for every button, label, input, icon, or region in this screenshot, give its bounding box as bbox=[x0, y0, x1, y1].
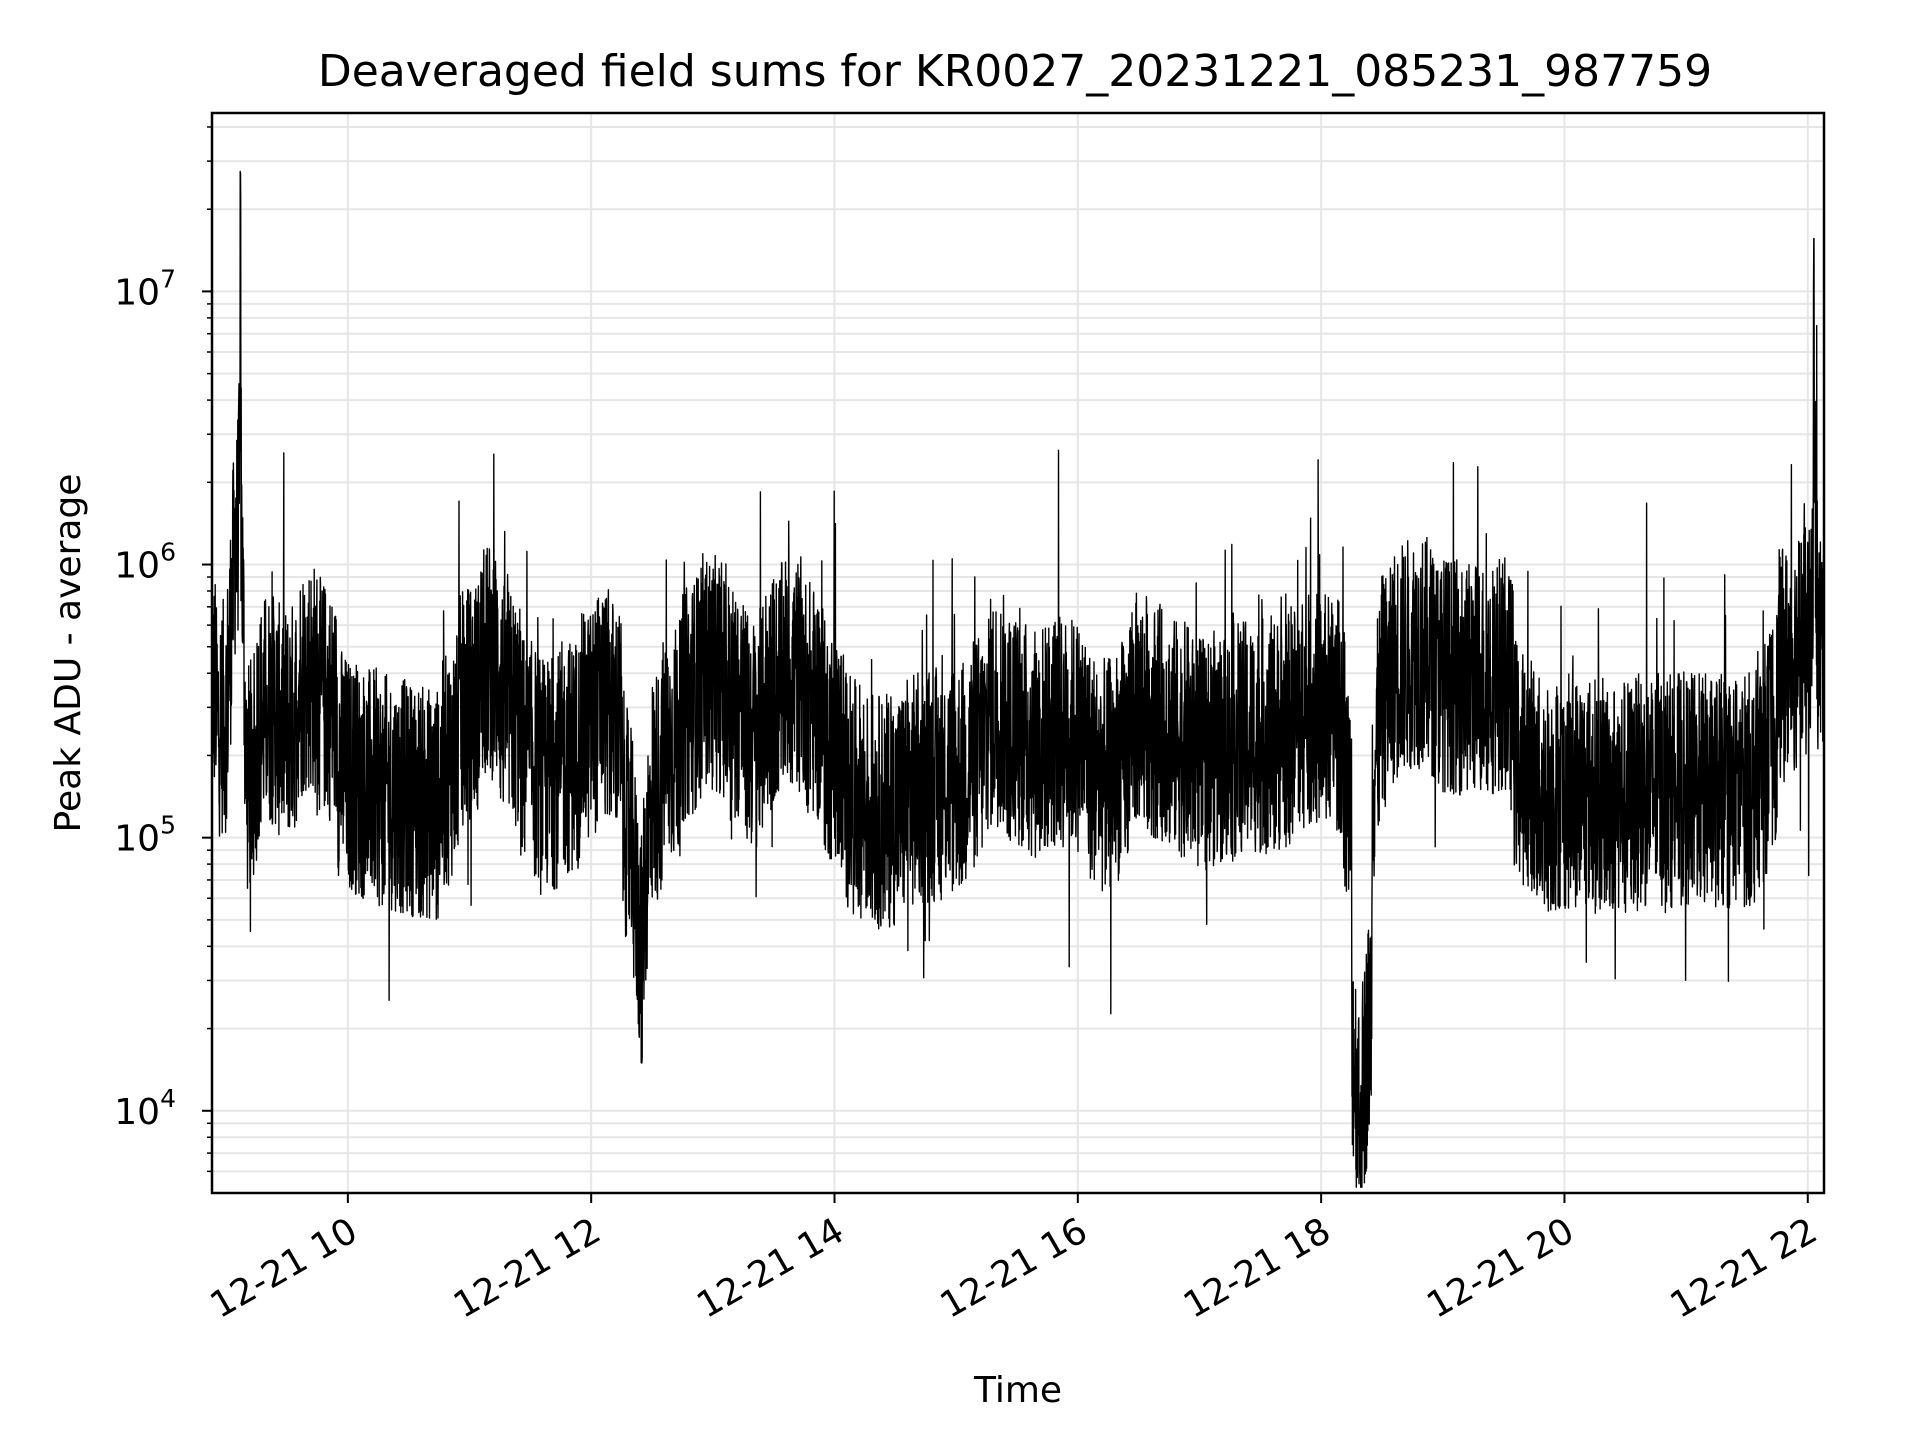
plot-frame bbox=[210, 111, 1826, 1195]
y-tick-label: 104 bbox=[114, 1084, 176, 1133]
y-tick-label: 105 bbox=[114, 811, 176, 860]
y-tick-label: 107 bbox=[114, 264, 176, 313]
y-tick-labels: 104 105 106 107 bbox=[114, 264, 176, 1132]
series-line bbox=[211, 170, 1825, 1188]
y-tick-label: 106 bbox=[114, 538, 176, 587]
y-axis-label: Peak ADU - average bbox=[48, 474, 89, 833]
x-axis-label: Time bbox=[973, 1370, 1062, 1411]
chart-title: Deaveraged field sums for KR0027_2023122… bbox=[318, 46, 1712, 97]
series-layer bbox=[211, 170, 1825, 1188]
tick-marks bbox=[202, 126, 1809, 1203]
